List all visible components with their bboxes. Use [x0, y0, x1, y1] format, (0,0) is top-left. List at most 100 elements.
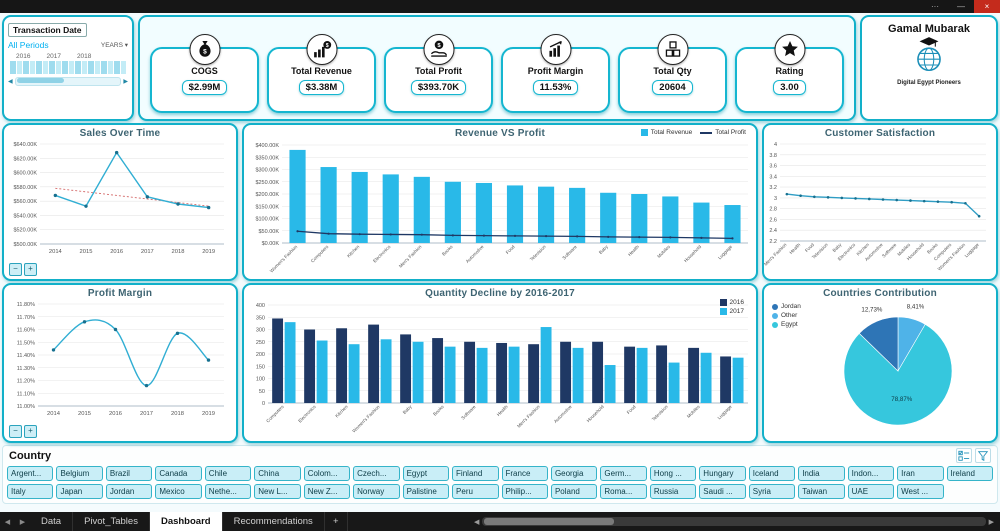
timeline-block[interactable] — [107, 61, 113, 74]
minimize-button[interactable]: — — [957, 2, 965, 11]
sheet-tab-data[interactable]: Data — [30, 512, 74, 531]
country-button-hungary[interactable]: Hungary — [699, 466, 746, 481]
country-button-iceland[interactable]: Iceland — [748, 466, 796, 481]
legend-item-other: Other — [772, 312, 797, 319]
kpi-card-total-qty: Total Qty 20604 — [618, 34, 727, 113]
country-button-philip[interactable]: Philip... — [501, 484, 548, 499]
country-button-france[interactable]: France — [501, 466, 548, 481]
country-button-colom[interactable]: Colom... — [303, 466, 351, 481]
timeline-block[interactable] — [23, 61, 29, 74]
timeline-block[interactable] — [29, 61, 35, 74]
country-button-india[interactable]: India — [798, 466, 845, 481]
timeline-selector[interactable] — [10, 61, 126, 74]
country-button-hong[interactable]: Hong ... — [649, 466, 697, 481]
chevron-down-icon: ▾ — [124, 42, 128, 49]
dashboard: Transaction Date All Periods YEARS ▾ 201… — [0, 13, 1000, 512]
country-button-nethe[interactable]: Nethe... — [204, 484, 252, 499]
hscroll-track[interactable] — [482, 517, 986, 526]
country-button-chile[interactable]: Chile — [204, 466, 252, 481]
country-button-egypt[interactable]: Egypt — [402, 466, 450, 481]
timeline-block[interactable] — [101, 61, 107, 74]
svg-text:$250.00K: $250.00K — [255, 180, 279, 186]
country-button-russia[interactable]: Russia — [649, 484, 697, 499]
country-button-norway[interactable]: Norway — [353, 484, 400, 499]
more-options-button[interactable]: ··· — [931, 2, 939, 11]
country-button-jordan[interactable]: Jordan — [105, 484, 153, 499]
timeline-block[interactable] — [42, 61, 48, 74]
timeline-block[interactable] — [120, 61, 126, 74]
country-button-newl[interactable]: New L... — [254, 484, 301, 499]
timeline-block[interactable] — [75, 61, 81, 74]
hscroll-left-icon[interactable]: ◀ — [474, 518, 480, 526]
country-button-finland[interactable]: Finland — [452, 466, 499, 481]
clear-filter-icon[interactable] — [975, 448, 991, 463]
country-button-iran[interactable]: Iran — [897, 466, 944, 481]
country-button-brazil[interactable]: Brazil — [105, 466, 153, 481]
timeline-block[interactable] — [94, 61, 100, 74]
country-button-czech[interactable]: Czech... — [353, 466, 400, 481]
svg-text:12,73%: 12,73% — [861, 306, 882, 313]
svg-text:2.2: 2.2 — [769, 239, 777, 245]
zoom-in-button[interactable]: + — [24, 425, 37, 438]
country-button-belgium[interactable]: Belgium — [56, 466, 103, 481]
timeline-block[interactable] — [88, 61, 94, 74]
country-button-west[interactable]: West ... — [897, 484, 944, 499]
country-button-poland[interactable]: Poland — [550, 484, 598, 499]
country-button-japan[interactable]: Japan — [56, 484, 103, 499]
country-button-germ[interactable]: Germ... — [600, 466, 647, 481]
timeline-block[interactable] — [81, 61, 87, 74]
country-button-canada[interactable]: Canada — [155, 466, 202, 481]
country-button-peru[interactable]: Peru — [452, 484, 499, 499]
sheet-nav-right-icon[interactable]: ▶ — [19, 518, 26, 526]
timeline-block[interactable] — [36, 61, 42, 74]
timeline-block[interactable] — [55, 61, 61, 74]
zoom-out-button[interactable]: − — [9, 263, 22, 276]
profile-name: Gamal Mubarak — [888, 23, 970, 35]
zoom-out-button[interactable]: − — [9, 425, 22, 438]
sheet-tab-recommendations[interactable]: Recommendations — [223, 512, 325, 531]
country-button-taiwan[interactable]: Taiwan — [798, 484, 845, 499]
timeline-scroll-track[interactable] — [14, 77, 122, 86]
sheet-tab-dashboard[interactable]: Dashboard — [149, 512, 223, 531]
country-button-mexico[interactable]: Mexico — [155, 484, 202, 499]
country-button-saudi[interactable]: Saudi ... — [699, 484, 746, 499]
hscroll-thumb[interactable] — [484, 518, 615, 525]
country-button-argent[interactable]: Argent... — [7, 466, 54, 481]
legend-item-2017: 2017 — [719, 308, 744, 315]
country-button-palistine[interactable]: Palistine — [402, 484, 450, 499]
sheet-tab-pivot_tables[interactable]: Pivot_Tables — [73, 512, 150, 531]
country-button-ireland[interactable]: Ireland — [946, 466, 993, 481]
kpi-card-cogs: $ COGS $2.99M — [150, 34, 259, 113]
timeline-scroll-thumb[interactable] — [16, 78, 64, 83]
country-button-newz[interactable]: New Z... — [303, 484, 351, 499]
legend-item-egypt: Egypt — [772, 321, 798, 328]
timeline-scroll-left-icon[interactable]: ◀ — [8, 79, 13, 85]
svg-text:$560.00K: $560.00K — [13, 199, 37, 205]
close-button[interactable]: × — [974, 0, 1000, 13]
date-granularity-dropdown[interactable]: YEARS ▾ — [101, 41, 128, 49]
timeline-block[interactable] — [10, 61, 16, 74]
zoom-in-button[interactable]: + — [24, 263, 37, 276]
timeline-block[interactable] — [68, 61, 74, 74]
country-button-italy[interactable]: Italy — [7, 484, 54, 499]
svg-text:$640.00K: $640.00K — [13, 142, 37, 148]
timeline-scroll-right-icon[interactable]: ▶ — [123, 79, 128, 85]
timeline-block[interactable] — [114, 61, 120, 74]
timeline-block[interactable] — [16, 61, 22, 74]
timeline-block[interactable] — [62, 61, 68, 74]
country-button-indon[interactable]: Indon... — [847, 466, 895, 481]
country-button-georgia[interactable]: Georgia — [550, 466, 598, 481]
timeline-block[interactable] — [49, 61, 55, 74]
hscroll-right-icon[interactable]: ▶ — [988, 518, 994, 526]
kpi-value: $3.38M — [298, 80, 345, 95]
date-slicer-period[interactable]: All Periods — [8, 40, 49, 50]
country-button-roma[interactable]: Roma... — [600, 484, 647, 499]
country-button-uae[interactable]: UAE — [847, 484, 895, 499]
svg-text:2014: 2014 — [47, 411, 61, 417]
svg-text:250: 250 — [256, 340, 265, 346]
country-button-china[interactable]: China — [254, 466, 301, 481]
country-button-syria[interactable]: Syria — [748, 484, 796, 499]
sheet-nav-left-icon[interactable]: ◀ — [4, 518, 11, 526]
multi-select-icon[interactable] — [956, 448, 972, 463]
add-sheet-button[interactable]: + — [325, 512, 348, 531]
